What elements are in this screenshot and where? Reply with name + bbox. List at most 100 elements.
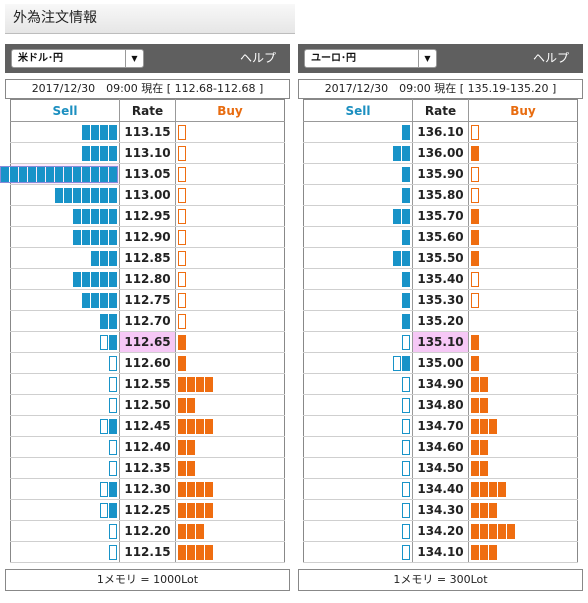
ladder-row: 112.65 [10,331,285,353]
buy-volume-block [196,545,204,560]
rate-cell: 135.60 [412,226,469,248]
rate-cell: 112.90 [119,226,176,248]
buy-volume-block [196,419,204,434]
buy-volume-block [471,251,479,266]
buy-volume-bar [471,524,515,539]
ladder-row: 135.90 [303,163,578,185]
sell-volume-bar [402,230,410,245]
sell-volume-block [393,146,401,161]
sell-volume-block [109,146,117,161]
buy-cell [468,457,578,479]
sell-volume-bar [109,461,117,476]
sell-header: Sell [10,99,120,122]
sell-volume-block [109,293,117,308]
sell-cell [303,205,413,227]
sell-cell [303,184,413,206]
chevron-down-icon[interactable]: ▼ [418,50,436,67]
ladder-row: 112.75 [10,289,285,311]
buy-volume-block [471,461,479,476]
sell-volume-block [91,209,99,224]
help-link[interactable]: ヘルプ [532,51,569,65]
rate-cell: 112.55 [119,373,176,395]
sell-volume-bar [402,125,410,140]
sell-cell [0,163,120,185]
ladder-row: 135.70 [303,205,578,227]
buy-cell [175,205,285,227]
buy-volume-block [187,398,195,413]
ladder-row: 112.45 [10,415,285,437]
sell-volume-block [91,230,99,245]
rate-cell: 135.90 [412,163,469,185]
buy-volume-block [471,125,479,140]
sell-volume-block [73,230,81,245]
sell-volume-block [109,167,117,182]
buy-cell [468,352,578,374]
buy-volume-block [187,440,195,455]
sell-volume-block [402,503,410,518]
buy-volume-block [178,188,186,203]
buy-cell [468,184,578,206]
buy-volume-block [178,545,186,560]
ladder-row: 113.05 [0,163,285,185]
buy-volume-block [178,293,186,308]
help-link[interactable]: ヘルプ [239,51,276,65]
sell-volume-bar [109,545,117,560]
buy-volume-block [480,503,488,518]
sell-volume-bar [402,503,410,518]
buy-cell [175,121,285,143]
rate-cell: 134.40 [412,478,469,500]
sell-volume-block [402,335,410,350]
buy-volume-block [471,545,479,560]
buy-volume-block [178,125,186,140]
sell-cell [10,247,120,269]
ladder-row: 135.20 [303,310,578,332]
sell-volume-block [73,188,81,203]
ladder-row: 135.60 [303,226,578,248]
ladder-row: 112.25 [10,499,285,521]
sell-volume-bar [100,314,117,329]
sell-volume-bar [109,356,117,371]
ladder-row: 113.10 [10,142,285,164]
ladder-row: 112.90 [10,226,285,248]
currency-pair-select[interactable]: ユーロ･円 ▼ [304,49,437,68]
buy-cell [175,268,285,290]
sell-volume-bar [82,125,117,140]
sell-volume-block [28,167,36,182]
sell-volume-block [402,146,410,161]
buy-volume-block [178,419,186,434]
buy-volume-block [480,524,488,539]
sell-volume-block [402,419,410,434]
sell-volume-block [82,230,90,245]
buy-volume-bar [178,482,213,497]
buy-volume-block [471,209,479,224]
sell-cell [303,121,413,143]
buy-cell [175,352,285,374]
buy-volume-bar [471,209,479,224]
chevron-down-icon[interactable]: ▼ [125,50,143,67]
sell-volume-block [91,251,99,266]
sell-volume-block [82,125,90,140]
buy-cell [175,541,285,563]
sell-volume-block [100,272,108,287]
ladder-row: 135.00 [303,352,578,374]
sell-volume-block [393,251,401,266]
buy-volume-block [471,440,479,455]
sell-volume-bar [402,545,410,560]
rate-cell: 135.80 [412,184,469,206]
sell-volume-block [402,461,410,476]
sell-cell [10,331,120,353]
sell-volume-block [64,188,72,203]
sell-cell [10,226,120,248]
sell-volume-bar [109,398,117,413]
buy-volume-block [196,503,204,518]
rate-cell: 134.10 [412,541,469,563]
sell-cell [303,163,413,185]
sell-volume-block [402,125,410,140]
buy-volume-bar [471,125,479,140]
sell-volume-block [100,251,108,266]
currency-pair-select[interactable]: 米ドル･円 ▼ [11,49,144,68]
buy-volume-bar [178,377,213,392]
buy-volume-bar [178,125,186,140]
buy-volume-block [471,272,479,287]
sell-volume-bar [91,251,117,266]
